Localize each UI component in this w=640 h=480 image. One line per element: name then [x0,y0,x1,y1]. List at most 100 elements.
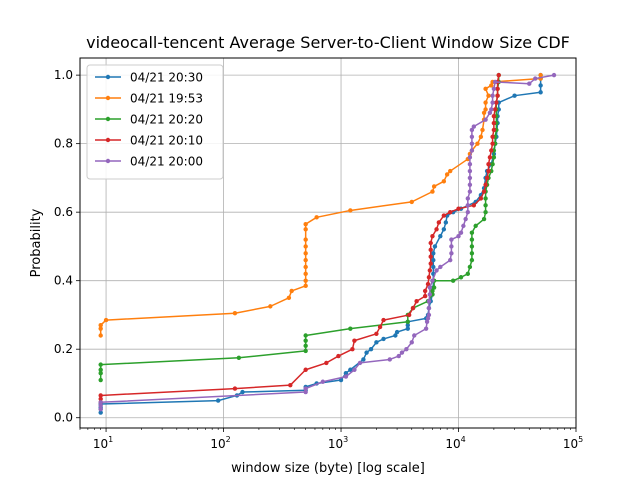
data-point [432,244,438,249]
legend-label: 04/21 20:00 [130,155,203,169]
data-point [456,233,461,239]
data-point [98,370,103,376]
x-tick-label: 101 [93,435,113,451]
data-point [343,370,349,376]
x-axis: 101 102 103 104 105 [79,428,583,451]
data-point [314,215,319,220]
data-point [484,175,490,181]
data-point [406,312,412,318]
data-point [483,86,488,92]
data-point [487,110,493,116]
data-point [303,264,308,270]
data-point [489,83,494,88]
data-point [422,293,428,299]
data-point [303,251,308,256]
data-point [469,230,475,235]
y-tick-label: 1.0 [54,68,73,82]
data-point [286,295,292,301]
x-tick-label: 102 [210,435,230,451]
data-point [405,319,410,324]
data-point [486,162,491,167]
data-point [236,355,242,360]
data-point [381,336,386,342]
data-point [98,410,103,415]
data-point [527,81,532,86]
data-point [490,134,495,139]
legend-label: 04/21 20:30 [130,71,203,85]
data-point [467,182,473,187]
data-point [338,377,344,383]
data-point [303,283,308,289]
data-point [467,175,473,181]
y-tick-label: 0.4 [54,274,73,288]
data-point [364,350,369,355]
x-tick-label: 105 [563,435,583,451]
data-point [348,367,353,372]
data-point [495,86,500,92]
y-tick-label: 0.2 [54,342,73,356]
x-axis-label: window size (byte) [log scale] [231,461,425,476]
legend-label: 04/21 19:53 [130,92,203,106]
legend-marker [105,158,111,164]
data-point [469,127,475,133]
data-point [394,329,400,335]
data-point [490,162,495,167]
data-point [430,189,435,194]
data-point [381,317,386,323]
data-point [268,304,273,309]
data-point [414,299,419,304]
data-point [368,347,374,352]
data-point [430,233,435,239]
data-point [396,353,401,359]
data-point [461,223,466,229]
data-point [410,305,416,311]
data-point [491,120,497,126]
data-point [348,208,353,213]
y-tick-label: 0.0 [54,411,73,425]
data-point [443,220,449,225]
data-point [289,288,294,294]
data-point [103,317,109,323]
data-point [98,403,103,408]
data-point [469,134,475,139]
data-point [483,196,488,201]
data-point [399,350,405,355]
data-point [387,357,392,362]
data-point [434,227,439,232]
data-point [374,331,379,336]
data-point [491,155,497,160]
data-point [232,311,238,316]
data-point [424,319,430,324]
data-point [336,353,341,359]
data-point [303,244,308,249]
data-point [441,227,447,232]
data-point [98,323,103,328]
data-point [469,148,475,153]
data-point [303,367,308,372]
data-point [303,227,308,232]
data-point [538,90,543,95]
data-point [98,362,103,367]
y-axis: 0.0 0.2 0.4 0.6 0.8 1.0 [54,68,80,425]
data-point [430,278,435,283]
data-point [512,93,517,98]
y-axis-label: Probability [29,208,44,277]
data-point [471,203,477,208]
data-point [494,100,499,105]
data-point [538,72,543,78]
data-point [467,264,473,270]
data-point [483,182,488,187]
data-point [426,275,432,280]
data-point [473,223,478,229]
data-point [423,326,429,331]
data-point [428,240,433,246]
data-point [303,338,308,343]
data-point [324,360,329,366]
data-point [469,251,475,256]
data-point [463,216,468,222]
legend-marker [105,116,111,122]
data-point [348,326,353,331]
data-point [456,206,461,211]
data-point [431,251,436,256]
